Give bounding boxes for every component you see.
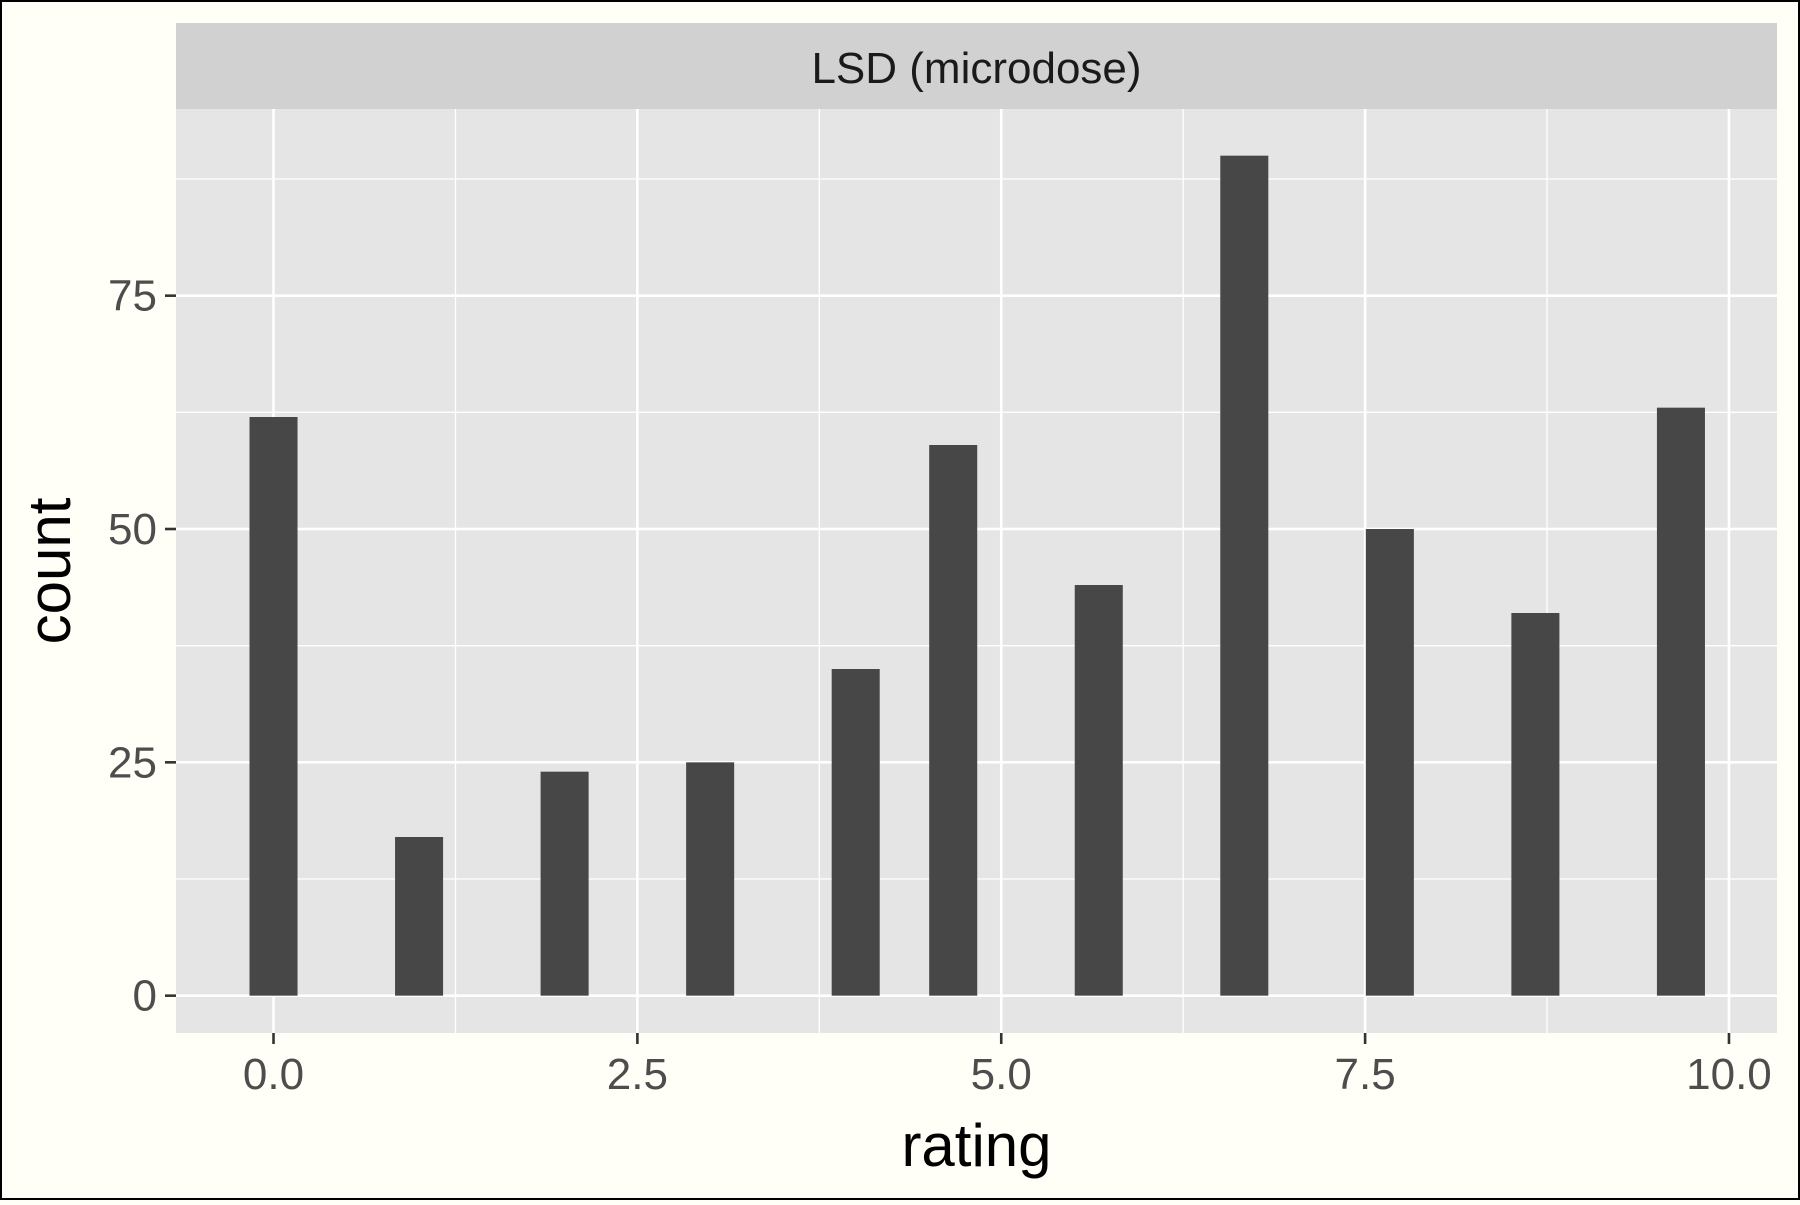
facet-strip [176,23,1777,109]
bar [1511,613,1560,996]
bar [1365,529,1414,996]
y-axis: 0 25 50 75 [108,272,176,1021]
bar [1656,407,1705,996]
bar [249,417,298,996]
y-tick-label: 0 [133,972,157,1021]
x-axis: 0.0 2.5 5.0 7.5 10.0 [243,1033,1772,1099]
x-tick-label: 10.0 [1686,1050,1772,1099]
y-axis-title: count [16,497,83,644]
bars [249,155,1705,996]
x-tick-label: 5.0 [971,1050,1032,1099]
x-axis-title: rating [901,1112,1051,1179]
bar [831,669,880,996]
bar [929,445,978,996]
bar [686,762,735,996]
bar [1220,155,1269,996]
y-tick-label: 50 [108,505,157,554]
y-tick-label: 25 [108,738,157,787]
facet-strip-label: LSD (microdose) [811,44,1141,93]
bar [1074,585,1123,996]
bar [395,837,444,996]
bar [540,771,589,996]
y-tick-label: 75 [108,272,157,321]
x-tick-label: 0.0 [243,1050,304,1099]
x-tick-label: 7.5 [1335,1050,1396,1099]
x-tick-label: 2.5 [607,1050,668,1099]
